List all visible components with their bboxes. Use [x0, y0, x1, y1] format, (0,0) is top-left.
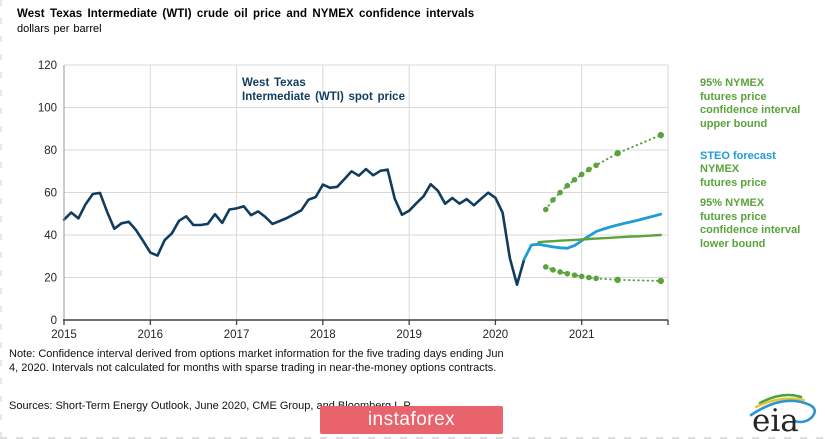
instaforex-watermark-banner[interactable]: instaforex — [320, 406, 503, 434]
legend-steo-forecast: STEO forecast — [700, 150, 776, 162]
legend-lower-bound: 95% NYMEX futures price confidence inter… — [700, 197, 801, 250]
instaforex-watermark-label: instaforex — [367, 409, 456, 430]
chart-note: Note: Confidence interval derived from o… — [9, 348, 504, 374]
svg-text:0: 0 — [51, 315, 57, 327]
left-edge-artifact — [0, 0, 2, 439]
svg-text:80: 80 — [44, 145, 57, 157]
svg-text:60: 60 — [44, 188, 57, 200]
svg-text:120: 120 — [38, 60, 57, 72]
svg-text:2019: 2019 — [396, 329, 422, 341]
svg-text:2018: 2018 — [310, 329, 336, 341]
svg-text:2017: 2017 — [224, 329, 250, 341]
chart-units-label: dollars per barrel — [17, 23, 102, 35]
svg-text:40: 40 — [44, 230, 57, 242]
spot-price-annotation: West Texas Intermediate (WTI) spot price — [242, 77, 405, 103]
eia-logo-green-swoosh — [758, 393, 803, 405]
svg-text:20: 20 — [44, 273, 57, 285]
svg-text:2016: 2016 — [137, 329, 163, 341]
svg-text:100: 100 — [38, 103, 57, 115]
chart-title: West Texas Intermediate (WTI) crude oil … — [17, 8, 475, 20]
svg-text:2020: 2020 — [483, 329, 509, 341]
legend-nymex-futures: NYMEX futures price — [700, 163, 767, 189]
svg-text:2021: 2021 — [569, 329, 595, 341]
eia-logo: eia — [749, 393, 817, 436]
bottom-edge-artifact — [0, 437, 825, 439]
eia-logo-text: eia — [752, 403, 799, 436]
svg-text:2015: 2015 — [51, 329, 77, 341]
eia-logo-yellow-swoosh — [754, 397, 806, 409]
chart-sources: Sources: Short-Term Energy Outlook, June… — [9, 400, 413, 412]
eia-logo-blue-swoosh — [749, 399, 817, 424]
legend-upper-bound: 95% NYMEX futures price confidence inter… — [700, 77, 801, 130]
